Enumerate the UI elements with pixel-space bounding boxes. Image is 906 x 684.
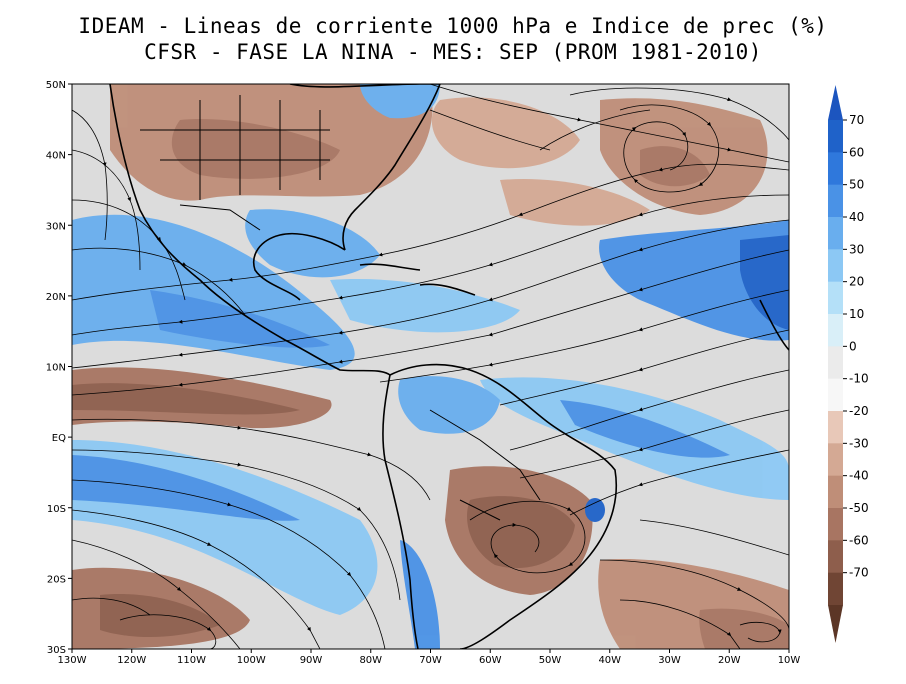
lon-tick-label: 30W <box>658 655 681 666</box>
colorbar-swatch <box>828 217 843 250</box>
map-area <box>72 84 789 649</box>
title-line-1: IDEAM - Lineas de corriente 1000 hPa e I… <box>78 14 828 38</box>
colorbar-swatch <box>828 314 843 347</box>
lon-tick-label: 40W <box>598 655 621 666</box>
colorbar-swatch <box>828 378 843 412</box>
lon-tick-label: 50W <box>539 655 562 666</box>
title-line-2: CFSR - FASE LA NINA - MES: SEP (PROM 198… <box>144 40 762 64</box>
colorbar-swatch <box>828 249 843 283</box>
colorbar-label: 50 <box>849 178 864 192</box>
colorbar-label: -40 <box>849 469 869 483</box>
colorbar-label: -70 <box>849 566 869 580</box>
colorbar-label: 60 <box>849 145 864 159</box>
colorbar-label: -20 <box>849 404 869 418</box>
colorbar-swatch <box>828 540 843 574</box>
colorbar-swatch <box>828 475 843 509</box>
lat-tick-label: 30S <box>47 645 66 656</box>
colorbar-swatch <box>828 572 843 606</box>
lon-tick-label: 20W <box>718 655 741 666</box>
colorbar-label: 40 <box>849 210 864 224</box>
colorbar-swatch <box>828 152 843 186</box>
colorbar-swatch <box>828 346 843 380</box>
lat-tick-label: 50N <box>46 80 66 91</box>
lon-tick-label: 70W <box>419 655 442 666</box>
lat-tick-label: 20S <box>47 574 66 585</box>
colorbar-swatch <box>828 184 843 218</box>
lon-tick-label: 100W <box>237 655 266 666</box>
streamlines <box>72 84 789 649</box>
lon-tick-label: 10W <box>778 655 801 666</box>
colorbar-top-arrow <box>828 85 843 120</box>
lat-tick-label: 10N <box>46 363 66 374</box>
colorbar: 70 60 50 40 30 20 10 0 -10 -20 -30 -40 -50 -60 -70 <box>828 85 869 643</box>
colorbar-swatch <box>828 120 843 153</box>
lon-tick-label: 130W <box>58 655 87 666</box>
colorbar-swatch <box>828 443 843 477</box>
lon-tick-label: 90W <box>300 655 323 666</box>
lon-tick-label: 110W <box>177 655 206 666</box>
lon-tick-label: 120W <box>117 655 146 666</box>
colorbar-swatch <box>828 281 843 315</box>
colorbar-label: 0 <box>849 339 857 353</box>
lon-tick-label: 80W <box>359 655 382 666</box>
lat-tick-label: 20N <box>46 292 66 303</box>
latitude-axis: 50N 40N 30N 20N 10N EQ 10S 20S 30S <box>46 80 72 656</box>
colorbar-swatch <box>828 508 843 541</box>
colorbar-swatch <box>828 411 843 444</box>
lon-tick-label: 60W <box>479 655 502 666</box>
colorbar-bottom-arrow <box>828 605 843 643</box>
longitude-axis: 130W 120W 110W 100W 90W 80W 70W 60W 50W 40W 30W 20W… <box>58 649 801 666</box>
lat-tick-label: 30N <box>46 221 66 232</box>
colorbar-label: -60 <box>849 533 869 547</box>
colorbar-label: 70 <box>849 113 864 127</box>
colorbar-label: 10 <box>849 307 864 321</box>
lat-tick-label: 10S <box>47 504 66 515</box>
colorbar-label: -10 <box>849 372 869 386</box>
lat-tick-label: EQ <box>52 433 66 444</box>
colorbar-label: 30 <box>849 242 864 256</box>
colorbar-label: -30 <box>849 436 869 450</box>
lat-tick-label: 40N <box>46 151 66 162</box>
colorbar-label: -50 <box>849 501 869 515</box>
colorbar-label: 20 <box>849 275 864 289</box>
